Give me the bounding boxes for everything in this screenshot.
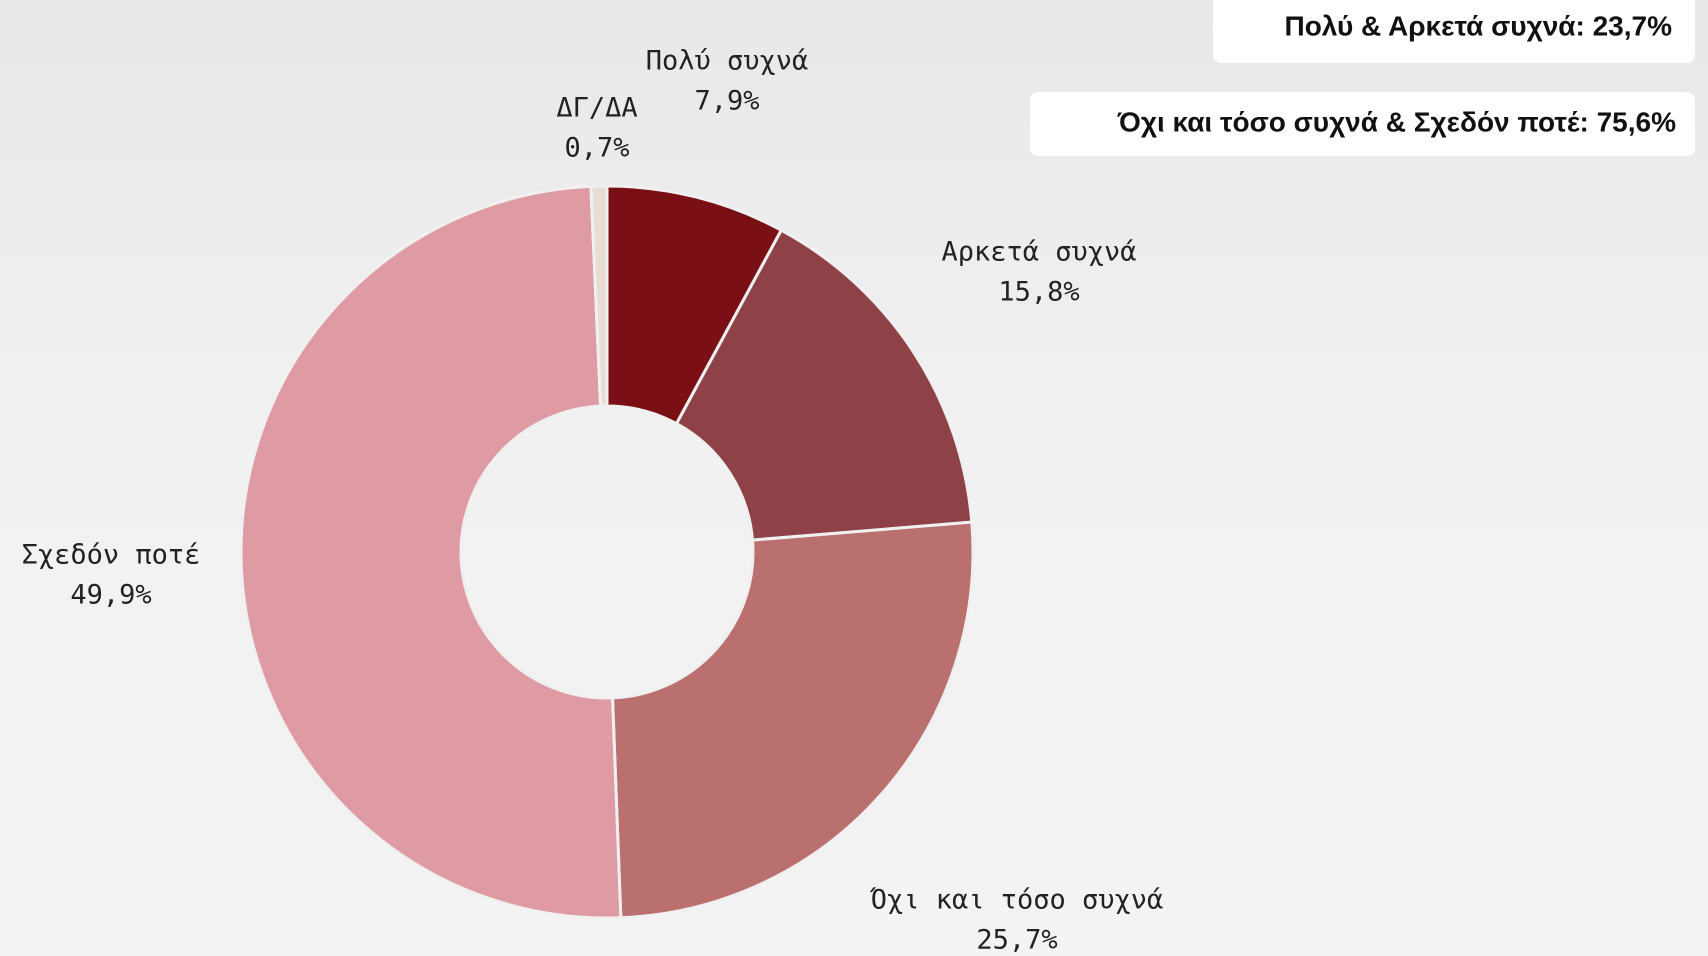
slice-label: ΔΓ/ΔΑ <box>556 93 637 124</box>
annotation-box <box>1030 92 1695 156</box>
slice-label: Αρκετά συχνά <box>941 237 1136 268</box>
slice <box>589 184 609 408</box>
value-label: 15,8% <box>998 277 1079 308</box>
annotation-box <box>1213 0 1695 63</box>
slice <box>610 520 975 920</box>
slice <box>674 228 974 542</box>
value-label: 25,7% <box>976 925 1057 956</box>
annotation: Πολύ & Αρκετά συχνά: 23,7% <box>1284 10 1672 41</box>
annotation: Όχι και τόσο συχνά & Σχεδόν ποτέ: 75,6% <box>1117 106 1676 137</box>
slice-label: Σχεδόν ποτέ <box>22 540 201 571</box>
value-label: 7,9% <box>694 86 759 117</box>
value-label: 49,9% <box>70 580 151 611</box>
slice <box>239 184 623 920</box>
slice-label: Πολύ συχνά <box>646 46 809 77</box>
value-label: 0,7% <box>564 133 629 164</box>
slice-label: Όχι και τόσο συχνά <box>870 885 1164 916</box>
